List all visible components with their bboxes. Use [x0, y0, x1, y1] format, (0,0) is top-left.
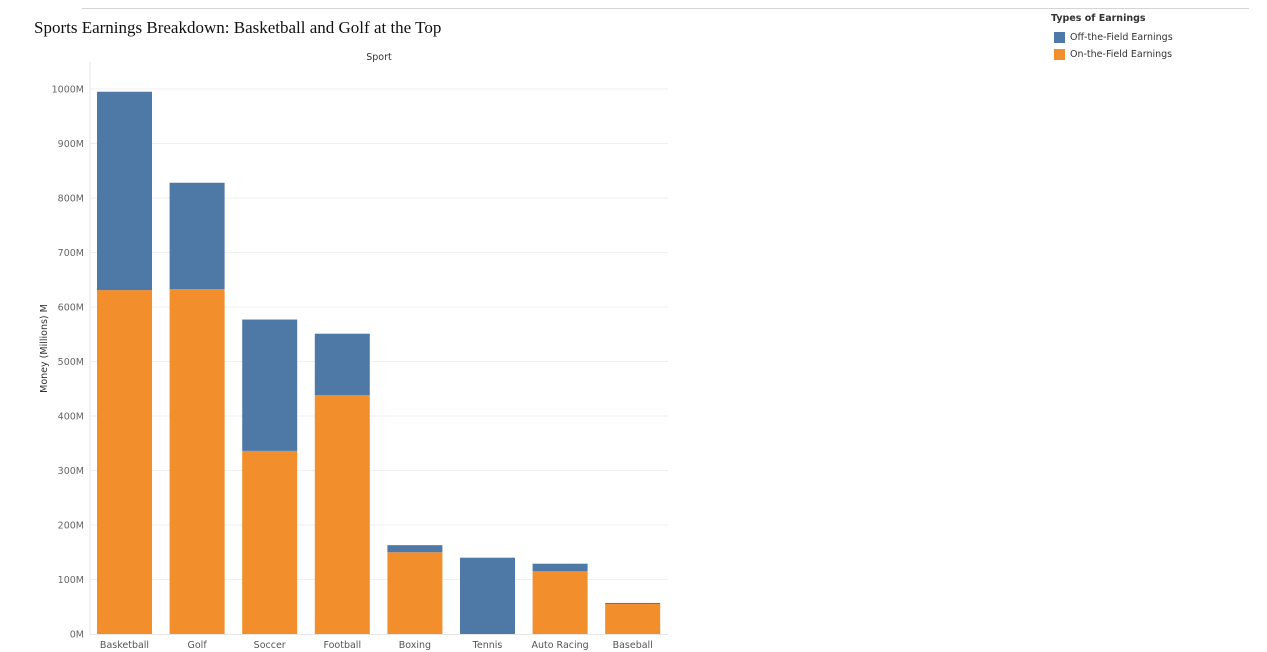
- bar-tennis-off-field: [460, 557, 515, 634]
- legend-title: Types of Earnings: [1051, 13, 1146, 24]
- bar-boxing-off-field: [387, 545, 443, 553]
- y-tick-label: 200M: [58, 521, 84, 532]
- x-tick-label: Golf: [188, 640, 208, 651]
- y-tick-label: 1000M: [52, 85, 84, 96]
- legend-label-on-field: On-the-Field Earnings: [1070, 49, 1173, 60]
- bar-baseball-on-field: [605, 604, 661, 634]
- x-tick-label: Football: [323, 640, 361, 651]
- x-tick-label: Basketball: [100, 640, 149, 651]
- y-tick-label: 100M: [58, 575, 84, 586]
- y-tick-label: 600M: [58, 303, 84, 314]
- legend-swatch-off-field: [1054, 32, 1065, 43]
- y-tick-label: 700M: [58, 248, 84, 259]
- bar-basketball-on-field: [97, 290, 152, 634]
- bar-auto-racing-on-field: [532, 571, 588, 634]
- chart-title: Sports Earnings Breakdown: Basketball an…: [34, 18, 442, 37]
- x-tick-label: Baseball: [613, 640, 653, 651]
- y-tick-label: 300M: [58, 466, 84, 477]
- legend-item-on-field[interactable]: On-the-Field Earnings: [1051, 46, 1173, 63]
- y-tick-label: 900M: [58, 139, 84, 150]
- bar-golf-on-field: [169, 289, 225, 634]
- x-tick-label: Soccer: [254, 640, 286, 651]
- bar-golf-off-field: [169, 182, 225, 290]
- y-tick-label: 800M: [58, 194, 84, 205]
- bar-basketball-off-field: [97, 91, 152, 291]
- y-tick-label: 0M: [70, 630, 84, 641]
- legend-swatch-on-field: [1054, 49, 1065, 60]
- legend-label-off-field: Off-the-Field Earnings: [1070, 32, 1173, 43]
- bar-soccer-on-field: [242, 450, 298, 634]
- x-tick-label: Auto Racing: [531, 640, 588, 651]
- bar-football-off-field: [314, 333, 370, 396]
- y-axis: 0M 100M 200M 300M 400M 500M 600M 700M 800M 900M 10…: [52, 62, 668, 641]
- bars: [97, 91, 661, 634]
- legend-item-off-field[interactable]: Off-the-Field Earnings: [1051, 29, 1173, 46]
- legend: Types of Earnings Off-the-Field Earnings…: [1051, 13, 1173, 63]
- bar-baseball-off-field: [605, 602, 661, 605]
- x-tick-label: Tennis: [472, 640, 503, 651]
- bar-boxing-on-field: [387, 552, 443, 634]
- x-axis: Basketball Golf Soccer Football Boxing Tennis…: [100, 640, 653, 651]
- bar-auto-racing-off-field: [532, 563, 588, 572]
- x-tick-label: Boxing: [399, 640, 431, 651]
- bar-soccer-off-field: [242, 319, 298, 451]
- bar-football-on-field: [314, 395, 370, 634]
- y-tick-label: 500M: [58, 357, 84, 368]
- column-header: Sport: [366, 52, 392, 63]
- top-divider: [82, 8, 1249, 9]
- y-axis-title: Money (Millions) M: [39, 304, 50, 393]
- y-tick-label: 400M: [58, 412, 84, 423]
